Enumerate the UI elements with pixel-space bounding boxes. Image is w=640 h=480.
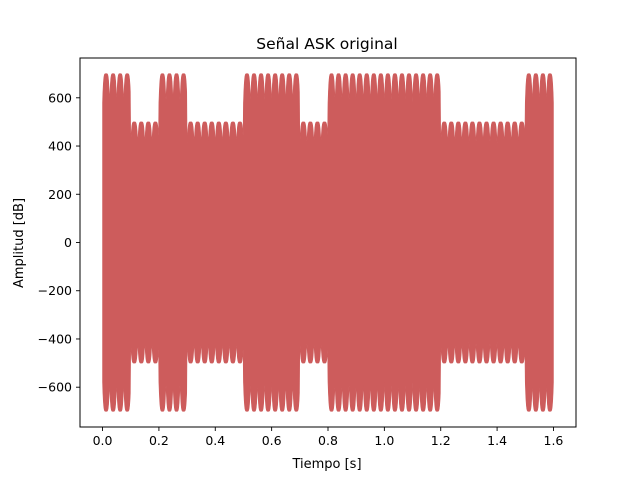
y-axis: 600 400 200 0 −200 −400 −600 — [38, 90, 80, 395]
x-tick-label: 1.6 — [544, 433, 564, 448]
y-axis-label: Amplitud [dB] — [12, 198, 27, 288]
x-tick-label: 0.6 — [262, 433, 282, 448]
x-tick-label: 1.2 — [431, 433, 451, 448]
y-tick-label: 400 — [48, 139, 72, 154]
x-tick-label: 0.8 — [318, 433, 338, 448]
x-axis-label: Tiempo [s] — [291, 457, 361, 472]
chart-title: Señal ASK original — [256, 35, 397, 53]
y-tick-label: 200 — [48, 187, 72, 202]
y-tick-label: 0 — [64, 235, 72, 250]
x-tick-label: 0.0 — [93, 433, 113, 448]
y-tick-label: −400 — [38, 331, 72, 346]
x-axis: 0.0 0.2 0.4 0.6 0.8 1.0 1.2 1.4 1.6 — [93, 427, 564, 448]
plot-area — [102, 73, 554, 412]
x-tick-label: 0.4 — [205, 433, 225, 448]
signal-area — [102, 73, 554, 412]
y-tick-label: −200 — [38, 283, 72, 298]
x-tick-label: 1.0 — [374, 433, 394, 448]
x-tick-label: 0.2 — [149, 433, 169, 448]
y-tick-label: −600 — [38, 380, 72, 395]
x-tick-label: 1.4 — [487, 433, 507, 448]
y-tick-label: 600 — [48, 90, 72, 105]
